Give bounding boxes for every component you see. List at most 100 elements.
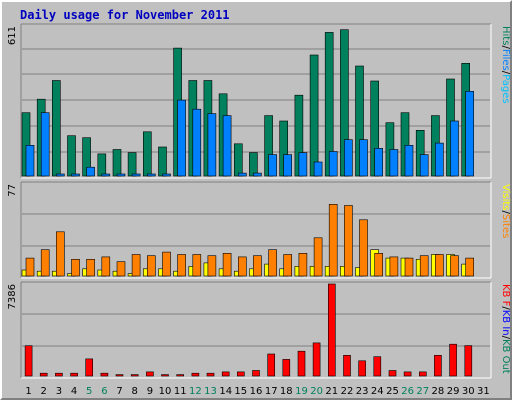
bar-kbytes-kb-f-day-25 [388,370,397,377]
legend-hits: Hits/Files/Pages [500,26,511,104]
legend-item-hits-0: Hits [500,26,511,45]
legend-item-visits-2: Sites [500,214,511,238]
x-tick-label-day-16: 16 [250,386,263,397]
bar-kbytes-kb-f-day-19 [297,350,306,377]
bar-hits-files-day-1 [25,145,35,177]
bar-hits-files-day-4 [71,173,80,177]
bar-hits-hits-day-16 [249,152,258,177]
bar-kbytes-kb-f-day-2 [39,372,48,377]
bar-hits-files-day-5 [86,166,95,177]
bar-hits-files-day-10 [162,173,171,177]
bar-kbytes-kb-f-day-16 [252,370,260,377]
chart-title: Daily usage for November 2011 [20,8,230,22]
bar-visits-sites-day-23 [359,219,368,277]
bar-kbytes-kb-f-day-30 [464,345,473,377]
x-tick-label-day-27: 27 [416,386,429,397]
bar-kbytes-kb-f-day-11 [176,374,184,377]
bar-visits-sites-day-1 [25,257,35,277]
x-tick-label-day-8: 8 [132,386,138,397]
bar-kbytes-kb-f-day-24 [373,356,382,377]
bar-hits-hits-day-8 [127,152,137,177]
bar-hits-files-day-18 [283,154,293,177]
bar-hits-hits-day-15 [234,143,243,177]
bar-kbytes-kb-f-day-13 [206,372,215,377]
x-tick-label-day-19: 19 [295,386,308,397]
legend-item-kbytes-0: KB F [500,284,511,307]
x-tick-label-day-30: 30 [462,386,475,397]
bar-kbytes-kb-f-day-9 [146,371,154,377]
x-tick-label-day-23: 23 [356,386,369,397]
bar-visits-sites-day-29 [450,255,459,277]
bar-visits-sites-day-5 [86,258,95,277]
x-tick-label-day-18: 18 [280,386,293,397]
x-tick-label-day-3: 3 [56,386,62,397]
bar-kbytes-kb-f-day-17 [267,353,276,377]
bar-hits-files-day-11 [177,99,186,177]
x-tick-label-day-5: 5 [86,386,92,397]
legend-item-kbytes-2: KB In [500,310,511,336]
bar-hits-files-day-25 [389,149,399,177]
bar-visits-sites-day-26 [404,257,414,277]
legend-item-kbytes-3: / [500,336,511,340]
bar-visits-sites-day-10 [162,251,171,277]
bar-visits-sites-day-21 [328,204,338,277]
x-tick-label-day-31: 31 [477,386,490,397]
bar-visits-sites-day-12 [192,254,202,277]
x-tick-label-day-24: 24 [371,386,384,397]
legend-item-kbytes-4: KB Out [500,339,511,374]
bar-visits-sites-day-24 [374,253,384,277]
bar-visits-sites-day-13 [207,255,217,277]
bar-hits-files-day-30 [465,91,475,177]
bar-hits-hits-day-20 [309,54,319,177]
bar-hits-files-day-9 [147,173,156,177]
bar-kbytes-kb-f-day-12 [191,372,200,377]
x-tick-label-day-1: 1 [25,386,31,397]
x-tick-label-day-11: 11 [174,386,187,397]
ymax-label-visits: 77 [7,184,18,197]
bar-visits-sites-day-20 [313,237,323,277]
bar-hits-files-day-3 [55,173,65,177]
bar-visits-sites-day-8 [131,254,141,277]
x-tick-label-day-20: 20 [310,386,323,397]
bar-kbytes-kb-f-day-22 [343,354,351,377]
bar-kbytes-kb-f-day-4 [70,372,78,377]
bar-hits-files-day-17 [268,154,277,177]
bar-hits-hits-day-6 [97,153,107,177]
bar-kbytes-kb-f-day-23 [358,360,366,377]
x-tick-label-day-21: 21 [325,386,338,397]
bar-hits-files-day-22 [344,139,353,177]
legend-kbytes: KB F/KB In/KB Out [500,284,511,374]
bar-kbytes-kb-f-day-21 [327,283,336,377]
bar-visits-sites-day-17 [268,249,277,277]
bar-visits-sites-day-27 [419,255,429,277]
bar-hits-files-day-26 [404,145,414,177]
bar-visits-sites-day-7 [116,261,126,277]
bar-kbytes-kb-f-day-5 [85,358,93,377]
x-tick-label-day-29: 29 [447,386,460,397]
x-tick-label-day-2: 2 [41,386,47,397]
bar-kbytes-kb-f-day-3 [55,372,63,377]
legend-visits: Visits/Sites [500,184,511,238]
bar-visits-sites-day-16 [253,255,262,277]
ymax-label-hits: 611 [7,26,18,45]
x-tick-label-day-12: 12 [189,386,202,397]
bar-hits-files-day-6 [101,173,111,177]
bar-hits-hits-day-3 [51,80,61,177]
bar-hits-files-day-28 [435,142,444,177]
bar-visits-sites-day-9 [147,255,156,277]
x-tick-label-day-28: 28 [432,386,445,397]
bar-visits-sites-day-11 [177,254,186,277]
bar-visits-sites-day-6 [101,256,111,277]
bar-kbytes-kb-f-day-6 [100,372,109,377]
bar-kbytes-kb-f-day-1 [24,345,33,377]
ymax-label-kbytes: 7386 [7,284,18,309]
bar-hits-hits-day-10 [158,146,167,177]
bar-visits-sites-day-28 [435,254,444,277]
legend-item-hits-4: Pages [500,74,511,103]
bar-visits-sites-day-3 [55,231,65,277]
bar-kbytes-kb-f-day-26 [403,371,412,377]
bar-kbytes-kb-f-day-20 [312,342,321,377]
x-tick-label-day-25: 25 [386,386,399,397]
legend-item-hits-3: / [500,71,511,75]
bar-kbytes-kb-f-day-7 [115,374,124,377]
